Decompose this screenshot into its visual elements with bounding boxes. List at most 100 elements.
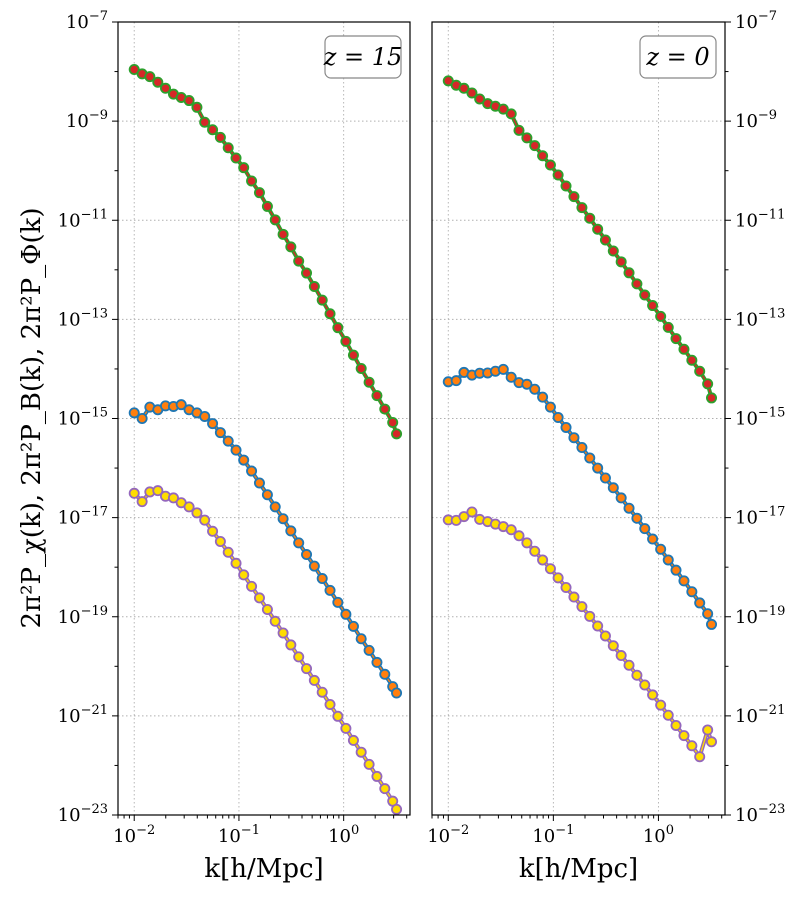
- data-point: [308, 560, 320, 572]
- series-inner-line: [447, 80, 713, 399]
- data-point: [371, 656, 383, 668]
- data-point: [332, 322, 344, 334]
- x-tick-label: 10−1: [218, 823, 260, 847]
- data-point: [144, 71, 156, 83]
- data-point: [623, 502, 635, 514]
- data-point: [552, 572, 564, 584]
- series-inner-line: [448, 368, 713, 625]
- data-point: [592, 620, 604, 632]
- series-line: [133, 67, 399, 435]
- x-tick-label: 100: [643, 823, 674, 847]
- y-tick-label: 10−11: [58, 207, 108, 231]
- data-point: [308, 281, 320, 293]
- data-point: [505, 371, 517, 383]
- data-point: [584, 212, 596, 224]
- y-tick-label: 10−7: [735, 9, 777, 33]
- data-point: [152, 76, 164, 88]
- data-point: [363, 376, 375, 388]
- data-point: [391, 428, 403, 440]
- data-point: [544, 563, 556, 575]
- data-point: [246, 465, 258, 477]
- data-point: [623, 659, 635, 671]
- data-point: [191, 507, 203, 519]
- data-point: [568, 191, 580, 203]
- data-point: [631, 669, 643, 681]
- data-point: [347, 349, 359, 361]
- data-point: [222, 546, 234, 558]
- data-point: [662, 554, 674, 566]
- data-point: [552, 411, 564, 423]
- data-point: [647, 300, 659, 312]
- data-point: [568, 591, 580, 603]
- series-2: [128, 485, 403, 815]
- data-point: [207, 525, 219, 537]
- data-point: [363, 758, 375, 770]
- data-point: [261, 604, 273, 616]
- data-point: [670, 719, 682, 731]
- data-point: [529, 140, 541, 152]
- series-inner-line: [133, 403, 398, 694]
- data-point: [246, 175, 258, 187]
- data-point: [505, 108, 517, 120]
- data-point: [678, 343, 690, 355]
- y-tick-label: 10−19: [735, 604, 785, 628]
- data-point: [584, 610, 596, 622]
- data-point: [678, 575, 690, 587]
- data-point: [391, 803, 403, 815]
- data-point: [607, 482, 619, 494]
- data-point: [379, 403, 391, 415]
- data-point: [324, 308, 336, 320]
- y-tick-label: 10−11: [735, 207, 785, 231]
- data-point: [599, 630, 611, 642]
- data-point: [615, 256, 627, 268]
- y-tick-label: 10−13: [735, 306, 785, 330]
- x-tick-label: 10−1: [532, 823, 574, 847]
- data-point: [246, 580, 258, 592]
- data-point: [238, 569, 250, 581]
- data-point: [631, 512, 643, 524]
- y-tick-label: 10−17: [735, 505, 785, 529]
- data-point: [662, 321, 674, 333]
- data-point: [497, 363, 509, 375]
- data-point: [199, 116, 211, 128]
- data-point: [269, 214, 281, 226]
- x-axis-label: k[h/Mpc]: [519, 854, 638, 884]
- data-point: [355, 363, 367, 375]
- data-point: [639, 523, 651, 535]
- data-point: [655, 699, 667, 711]
- data-point: [214, 535, 226, 547]
- data-point: [128, 487, 140, 499]
- data-point: [702, 608, 714, 620]
- data-point: [355, 746, 367, 758]
- series-0: [442, 75, 718, 404]
- data-point: [152, 485, 164, 497]
- redshift-annotation: z = 15: [323, 43, 403, 71]
- data-point: [497, 103, 509, 115]
- data-point: [537, 391, 549, 403]
- data-point: [513, 124, 525, 136]
- data-point: [576, 202, 588, 214]
- y-tick-label: 10−21: [58, 703, 108, 727]
- data-point: [183, 95, 195, 107]
- series-2: [442, 506, 718, 763]
- data-point: [199, 410, 211, 422]
- series-inner-line: [133, 489, 398, 810]
- data-point: [529, 545, 541, 557]
- data-point: [238, 162, 250, 174]
- data-point: [576, 601, 588, 613]
- data-point: [316, 294, 328, 306]
- y-tick-label: 10−23: [735, 802, 785, 826]
- data-point: [560, 581, 572, 593]
- data-point: [607, 245, 619, 257]
- data-point: [136, 412, 148, 424]
- data-point: [607, 640, 619, 652]
- y-tick-label: 10−15: [58, 406, 108, 430]
- data-point: [238, 454, 250, 466]
- data-point: [706, 392, 718, 404]
- data-point: [560, 180, 572, 192]
- data-point: [694, 365, 706, 377]
- data-point: [253, 477, 265, 489]
- data-point: [285, 639, 297, 651]
- data-point: [662, 709, 674, 721]
- data-point: [371, 770, 383, 782]
